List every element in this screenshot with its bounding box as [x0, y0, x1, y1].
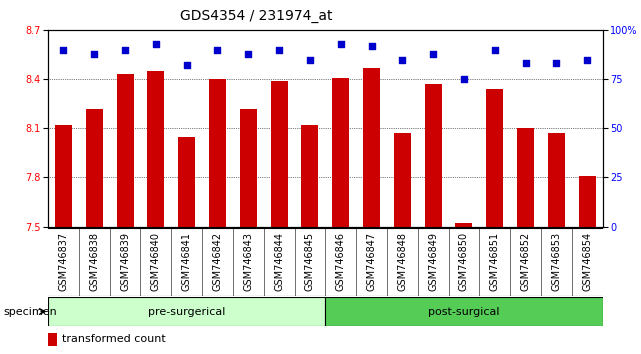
Text: GSM746839: GSM746839 — [120, 232, 130, 291]
Text: transformed count: transformed count — [62, 335, 165, 344]
Bar — [548, 133, 565, 227]
Bar — [147, 71, 164, 227]
Bar — [579, 176, 595, 227]
Point — [181, 63, 192, 68]
Text: GDS4354 / 231974_at: GDS4354 / 231974_at — [180, 9, 333, 23]
Text: GSM746850: GSM746850 — [459, 232, 469, 291]
Point — [582, 57, 592, 62]
Text: GSM746846: GSM746846 — [336, 232, 345, 291]
Bar — [209, 79, 226, 227]
Point — [89, 51, 99, 57]
Bar — [301, 125, 319, 227]
Point — [151, 41, 161, 47]
Text: GSM746851: GSM746851 — [490, 232, 500, 291]
Bar — [55, 125, 72, 227]
Text: GSM746849: GSM746849 — [428, 232, 438, 291]
Point — [120, 47, 130, 52]
Bar — [424, 84, 442, 227]
Text: GSM746838: GSM746838 — [89, 232, 99, 291]
Text: GSM746845: GSM746845 — [305, 232, 315, 291]
Text: GSM746853: GSM746853 — [551, 232, 562, 291]
Bar — [48, 333, 57, 346]
Text: specimen: specimen — [3, 307, 57, 316]
Point — [551, 61, 562, 66]
Text: GSM746847: GSM746847 — [367, 232, 376, 291]
Point — [367, 43, 377, 48]
Bar — [86, 109, 103, 227]
Bar — [271, 81, 288, 227]
Text: GSM746854: GSM746854 — [582, 232, 592, 291]
Bar — [240, 109, 257, 227]
Bar — [178, 137, 195, 227]
Bar — [394, 133, 411, 227]
Text: post-surgical: post-surgical — [428, 307, 500, 316]
Point — [490, 47, 500, 52]
Bar — [117, 74, 133, 227]
Text: GSM746837: GSM746837 — [58, 232, 69, 291]
Text: GSM746841: GSM746841 — [181, 232, 192, 291]
Text: GSM746843: GSM746843 — [244, 232, 253, 291]
Bar — [325, 297, 603, 326]
Point — [459, 76, 469, 82]
Point — [304, 57, 315, 62]
Text: GSM746844: GSM746844 — [274, 232, 284, 291]
Point — [212, 47, 222, 52]
Point — [336, 41, 346, 47]
Point — [274, 47, 284, 52]
Bar — [48, 297, 325, 326]
Point — [520, 61, 531, 66]
Point — [428, 51, 438, 57]
Bar — [332, 78, 349, 227]
Bar — [456, 223, 472, 227]
Text: GSM746848: GSM746848 — [397, 232, 407, 291]
Text: GSM746840: GSM746840 — [151, 232, 161, 291]
Text: pre-surgerical: pre-surgerical — [148, 307, 226, 316]
Bar — [363, 68, 380, 227]
Text: GSM746842: GSM746842 — [213, 232, 222, 291]
Point — [397, 57, 408, 62]
Text: GSM746852: GSM746852 — [520, 232, 531, 291]
Point — [243, 51, 253, 57]
Point — [58, 47, 69, 52]
Bar — [517, 128, 534, 227]
Bar — [487, 89, 503, 227]
